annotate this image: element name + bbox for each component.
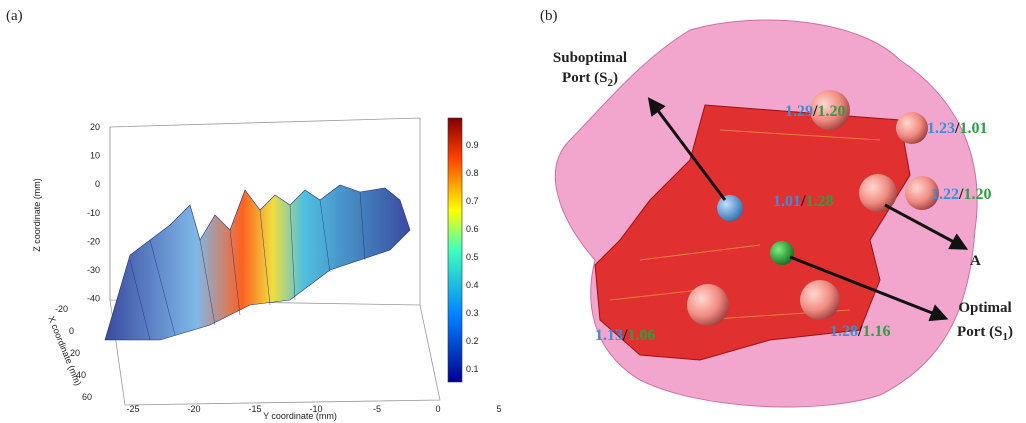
z-tick-label: -30 bbox=[87, 265, 100, 275]
x-tick-label: 20 bbox=[70, 348, 80, 358]
annotation-text: Port (S bbox=[957, 324, 1002, 340]
annotation: Suboptimal bbox=[553, 50, 627, 66]
y-tick-label: -10 bbox=[309, 404, 322, 414]
y-tick-label: -25 bbox=[126, 404, 139, 414]
z-tick-label: -20 bbox=[87, 236, 100, 246]
blue-value: 1.29 bbox=[785, 103, 813, 120]
x-tick-label: 0 bbox=[69, 326, 74, 336]
ratio-label: 1.22/1.20 bbox=[931, 186, 991, 203]
green-value: 1.28 bbox=[805, 193, 833, 210]
colorbar bbox=[447, 117, 463, 383]
ratio-label: 1.01/1.28 bbox=[773, 193, 833, 210]
green-value: 1.20 bbox=[963, 186, 991, 203]
y-tick-label: 0 bbox=[435, 404, 440, 414]
colorbar-tick-label: 0.7 bbox=[466, 196, 479, 206]
colorbar-tick-label: 0.1 bbox=[466, 364, 479, 374]
port-sphere bbox=[896, 112, 928, 144]
green-value: 1.20 bbox=[817, 103, 845, 120]
suboptimal-port bbox=[717, 195, 743, 221]
port-sphere bbox=[800, 280, 840, 320]
separator: / bbox=[622, 327, 628, 344]
green-value: 1.16 bbox=[862, 323, 890, 340]
optimal-port bbox=[770, 241, 794, 265]
blue-value: 1.22 bbox=[931, 186, 959, 203]
x-tick-label: 40 bbox=[76, 370, 86, 380]
ratio-label: 1.29/1.20 bbox=[785, 103, 845, 120]
colorbar-tick-label: 0.9 bbox=[466, 140, 479, 150]
panel-label: (a) bbox=[6, 8, 23, 24]
colorbar-tick-label: 0.5 bbox=[466, 252, 479, 262]
blue-value: 1.01 bbox=[773, 193, 801, 210]
surface-mesh bbox=[129, 191, 366, 341]
y-tick-label: -15 bbox=[248, 404, 261, 414]
port-sphere bbox=[859, 174, 897, 212]
blue-value: 1.13 bbox=[595, 327, 623, 344]
green-value: 1.01 bbox=[959, 120, 987, 137]
subscript: 1 bbox=[1002, 331, 1008, 343]
separator: / bbox=[954, 120, 960, 137]
x-tick-label: -20 bbox=[55, 304, 68, 314]
separator: / bbox=[958, 186, 964, 203]
colorbar-tick-label: 0.4 bbox=[466, 280, 479, 290]
y-axis-label: Y coordinate (mm) bbox=[263, 411, 337, 421]
separator: / bbox=[857, 323, 863, 340]
annotation: A bbox=[970, 253, 981, 269]
y-tick-label: -20 bbox=[187, 404, 200, 414]
z-tick-label: 10 bbox=[90, 151, 100, 161]
colorbar-tick-label: 0.8 bbox=[466, 168, 479, 178]
z-tick-label: -10 bbox=[87, 208, 100, 218]
colorbar-tick-label: 0.3 bbox=[466, 308, 479, 318]
x-tick-label: 60 bbox=[82, 392, 92, 402]
y-tick-label: -5 bbox=[373, 404, 381, 414]
annotation-text: Port (S bbox=[562, 70, 607, 86]
z-tick-label: -40 bbox=[87, 294, 100, 304]
annotation: Port (S2) bbox=[562, 70, 618, 89]
arrows bbox=[647, 97, 969, 322]
annotation: Port (S1) bbox=[957, 324, 1013, 343]
colorbar-tick-label: 0.2 bbox=[466, 336, 479, 346]
z-axis-label: Z coordinate (mm) bbox=[32, 178, 42, 252]
separator: / bbox=[812, 103, 818, 120]
subscript: 2 bbox=[607, 77, 613, 89]
colorbar-tick-label: 0.6 bbox=[466, 224, 479, 234]
z-tick-label: 0 bbox=[95, 179, 100, 189]
separator: / bbox=[800, 193, 806, 210]
ratio-label: 1.23/1.01 bbox=[927, 120, 987, 137]
green-value: 1.06 bbox=[627, 327, 655, 344]
port-sphere bbox=[810, 90, 850, 130]
ratio-label: 1.28/1.16 bbox=[830, 323, 890, 340]
annotation-text: ) bbox=[1008, 324, 1013, 340]
ratio-label: 1.13/1.06 bbox=[595, 327, 655, 344]
z-tick-label: 20 bbox=[90, 122, 100, 132]
panel-label: (b) bbox=[540, 8, 558, 24]
axes-box bbox=[109, 117, 441, 406]
y-tick-label: 5 bbox=[496, 404, 501, 414]
blue-value: 1.28 bbox=[830, 323, 858, 340]
surface bbox=[104, 184, 411, 341]
port-sphere bbox=[687, 284, 729, 326]
blue-value: 1.23 bbox=[927, 120, 955, 137]
annotation: Optimal bbox=[958, 300, 1011, 316]
port-sphere bbox=[905, 176, 939, 210]
annotation-text: ) bbox=[613, 70, 618, 86]
